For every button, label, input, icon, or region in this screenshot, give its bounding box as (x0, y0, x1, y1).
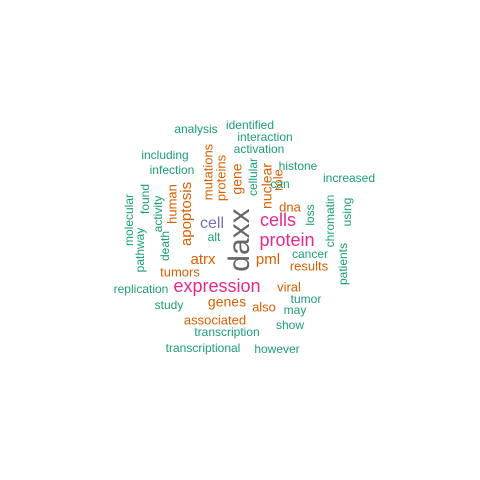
word-using: using (340, 198, 354, 227)
word-molecular: molecular (122, 194, 136, 246)
word-transcription: transcription (194, 325, 259, 339)
word-replication: replication (114, 282, 169, 296)
word-results: results (290, 258, 329, 273)
word-activation: activation (234, 142, 285, 156)
word-can: can (270, 177, 289, 191)
word-patients: patients (336, 243, 350, 285)
word-found: found (138, 184, 152, 214)
word-identified: identified (226, 118, 274, 132)
word-infection: infection (150, 163, 195, 177)
word-death: death (158, 231, 172, 261)
word-viral: viral (277, 279, 301, 294)
word-pathway: pathway (133, 228, 147, 273)
word-show: show (276, 318, 304, 332)
word-analysis: analysis (174, 122, 217, 136)
word-proteins: proteins (213, 154, 228, 201)
word-protein: protein (259, 230, 314, 250)
word-transcriptional: transcriptional (166, 341, 241, 355)
word-daxx: daxx (223, 208, 256, 271)
word-alt: alt (208, 230, 221, 244)
word-cellular: cellular (246, 158, 260, 196)
word-cells: cells (260, 210, 296, 230)
word-may: may (284, 303, 307, 317)
word-tumors: tumors (160, 264, 200, 279)
word-loss: loss (303, 204, 317, 225)
word-mutations: mutations (200, 143, 215, 200)
word-tumor: tumor (291, 292, 322, 306)
word-nuclear: nuclear (259, 163, 275, 209)
word-cancer: cancer (292, 247, 328, 261)
word-dna: dna (279, 199, 301, 214)
word-cell: cell (200, 215, 224, 232)
word-histone: histone (279, 159, 318, 173)
word-apoptosis: apoptosis (178, 182, 195, 246)
word-associated: associated (184, 312, 246, 327)
word-including: including (141, 148, 188, 162)
word-study: study (155, 298, 184, 312)
word-expression: expression (173, 276, 260, 296)
word-role: role (270, 169, 285, 191)
word-increased: increased (323, 171, 375, 185)
word-interaction: interaction (237, 130, 292, 144)
word-gene: gene (229, 163, 245, 194)
word-human: human (164, 184, 179, 224)
word-however: however (254, 342, 299, 356)
word-activity: activity (151, 196, 165, 233)
word-pml: pml (256, 251, 280, 268)
word-also: also (252, 299, 276, 314)
word-genes: genes (208, 294, 246, 310)
word-atrx: atrx (190, 251, 216, 268)
word-chromatin: chromatin (323, 195, 337, 248)
